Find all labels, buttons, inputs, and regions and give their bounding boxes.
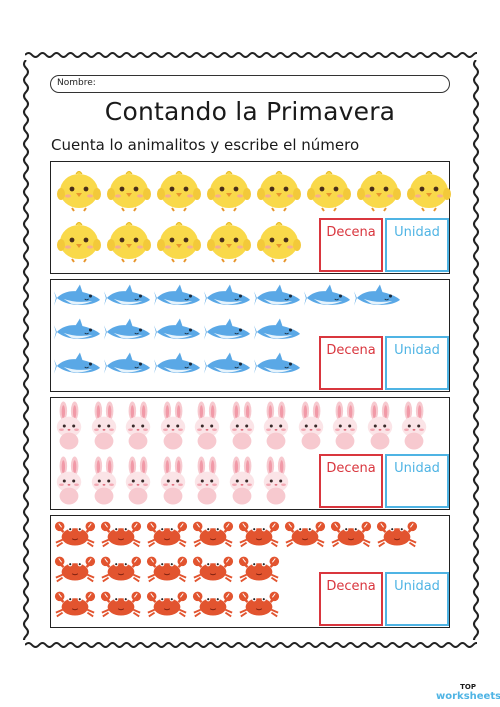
chick-icon	[304, 166, 354, 212]
wavy-border-top	[25, 52, 477, 58]
crab-icon	[282, 519, 328, 549]
logo-bottom-text: worksheets	[436, 691, 500, 702]
unidad-answer-box[interactable]: Unidad	[385, 572, 449, 626]
counting-section-sharks: Decena Unidad	[50, 279, 450, 392]
crab-icon	[236, 554, 282, 584]
crab-icon	[98, 554, 144, 584]
shark-icon	[103, 282, 153, 312]
unidad-answer-box[interactable]: Unidad	[385, 454, 449, 508]
name-field[interactable]: Nombre:	[50, 75, 450, 93]
decena-answer-box[interactable]: Decena	[319, 572, 383, 626]
decena-answer-box[interactable]: Decena	[319, 336, 383, 390]
unidad-answer-box[interactable]: Unidad	[385, 336, 449, 390]
shark-icon	[103, 350, 153, 380]
shark-icon	[153, 316, 203, 346]
animal-row	[52, 519, 420, 549]
shark-icon	[53, 282, 103, 312]
bunny-icon	[294, 400, 329, 452]
shark-icon	[253, 316, 303, 346]
chick-icon	[404, 166, 454, 212]
chick-icon	[204, 217, 254, 263]
chick-icon	[104, 166, 154, 212]
crab-icon	[236, 589, 282, 619]
bunny-icon	[363, 400, 398, 452]
bunny-icon	[328, 400, 363, 452]
bunny-icon	[52, 455, 87, 507]
bunny-icon	[190, 400, 225, 452]
chick-icon	[154, 217, 204, 263]
chick-icon	[204, 166, 254, 212]
bunny-icon	[156, 400, 191, 452]
top-worksheets-logo: TOP worksheets	[436, 683, 500, 702]
animal-row	[52, 554, 282, 584]
logo-top-text: TOP	[460, 683, 476, 691]
crab-icon	[52, 589, 98, 619]
animal-row	[52, 455, 294, 507]
animal-row	[54, 217, 304, 263]
bunny-icon	[225, 455, 260, 507]
unidad-answer-box[interactable]: Unidad	[385, 218, 449, 272]
crab-icon	[144, 589, 190, 619]
crab-icon	[98, 589, 144, 619]
crab-icon	[236, 519, 282, 549]
animal-row	[53, 316, 303, 346]
animal-row	[52, 589, 282, 619]
shark-icon	[253, 350, 303, 380]
animal-row	[54, 166, 454, 212]
bunny-icon	[87, 400, 122, 452]
bunny-icon	[52, 400, 87, 452]
bunny-icon	[87, 455, 122, 507]
chick-icon	[104, 217, 154, 263]
shark-icon	[353, 282, 403, 312]
shark-icon	[53, 316, 103, 346]
shark-icon	[253, 282, 303, 312]
shark-icon	[203, 282, 253, 312]
shark-icon	[203, 316, 253, 346]
crab-icon	[374, 519, 420, 549]
instructions: Cuenta lo animalitos y escribe el número	[51, 136, 360, 154]
crab-icon	[52, 554, 98, 584]
bunny-icon	[397, 400, 432, 452]
shark-icon	[203, 350, 253, 380]
shark-icon	[153, 350, 203, 380]
wavy-border-left	[23, 60, 29, 640]
bunny-icon	[225, 400, 260, 452]
page-title: Contando la Primavera	[104, 97, 396, 126]
chick-icon	[254, 217, 304, 263]
name-label: Nombre:	[57, 78, 96, 88]
bunny-icon	[259, 455, 294, 507]
chick-icon	[54, 217, 104, 263]
shark-icon	[303, 282, 353, 312]
wavy-border-right	[473, 60, 479, 640]
crab-icon	[144, 554, 190, 584]
bunny-icon	[156, 455, 191, 507]
chick-icon	[54, 166, 104, 212]
animal-row	[53, 350, 303, 380]
crab-icon	[190, 519, 236, 549]
bunny-icon	[121, 400, 156, 452]
shark-icon	[153, 282, 203, 312]
shark-icon	[53, 350, 103, 380]
bunny-icon	[259, 400, 294, 452]
chick-icon	[254, 166, 304, 212]
counting-section-bunnies: Decena Unidad	[50, 397, 450, 510]
bunny-icon	[190, 455, 225, 507]
crab-icon	[190, 589, 236, 619]
chick-icon	[154, 166, 204, 212]
decena-answer-box[interactable]: Decena	[319, 454, 383, 508]
animal-row	[52, 400, 432, 452]
counting-section-chicks: Decena Unidad	[50, 161, 451, 274]
crab-icon	[52, 519, 98, 549]
wavy-border-bottom	[25, 642, 477, 648]
crab-icon	[144, 519, 190, 549]
crab-icon	[98, 519, 144, 549]
decena-answer-box[interactable]: Decena	[319, 218, 383, 272]
counting-section-crabs: Decena Unidad	[50, 515, 450, 628]
chick-icon	[354, 166, 404, 212]
crab-icon	[328, 519, 374, 549]
animal-row	[53, 282, 403, 312]
crab-icon	[190, 554, 236, 584]
shark-icon	[103, 316, 153, 346]
bunny-icon	[121, 455, 156, 507]
